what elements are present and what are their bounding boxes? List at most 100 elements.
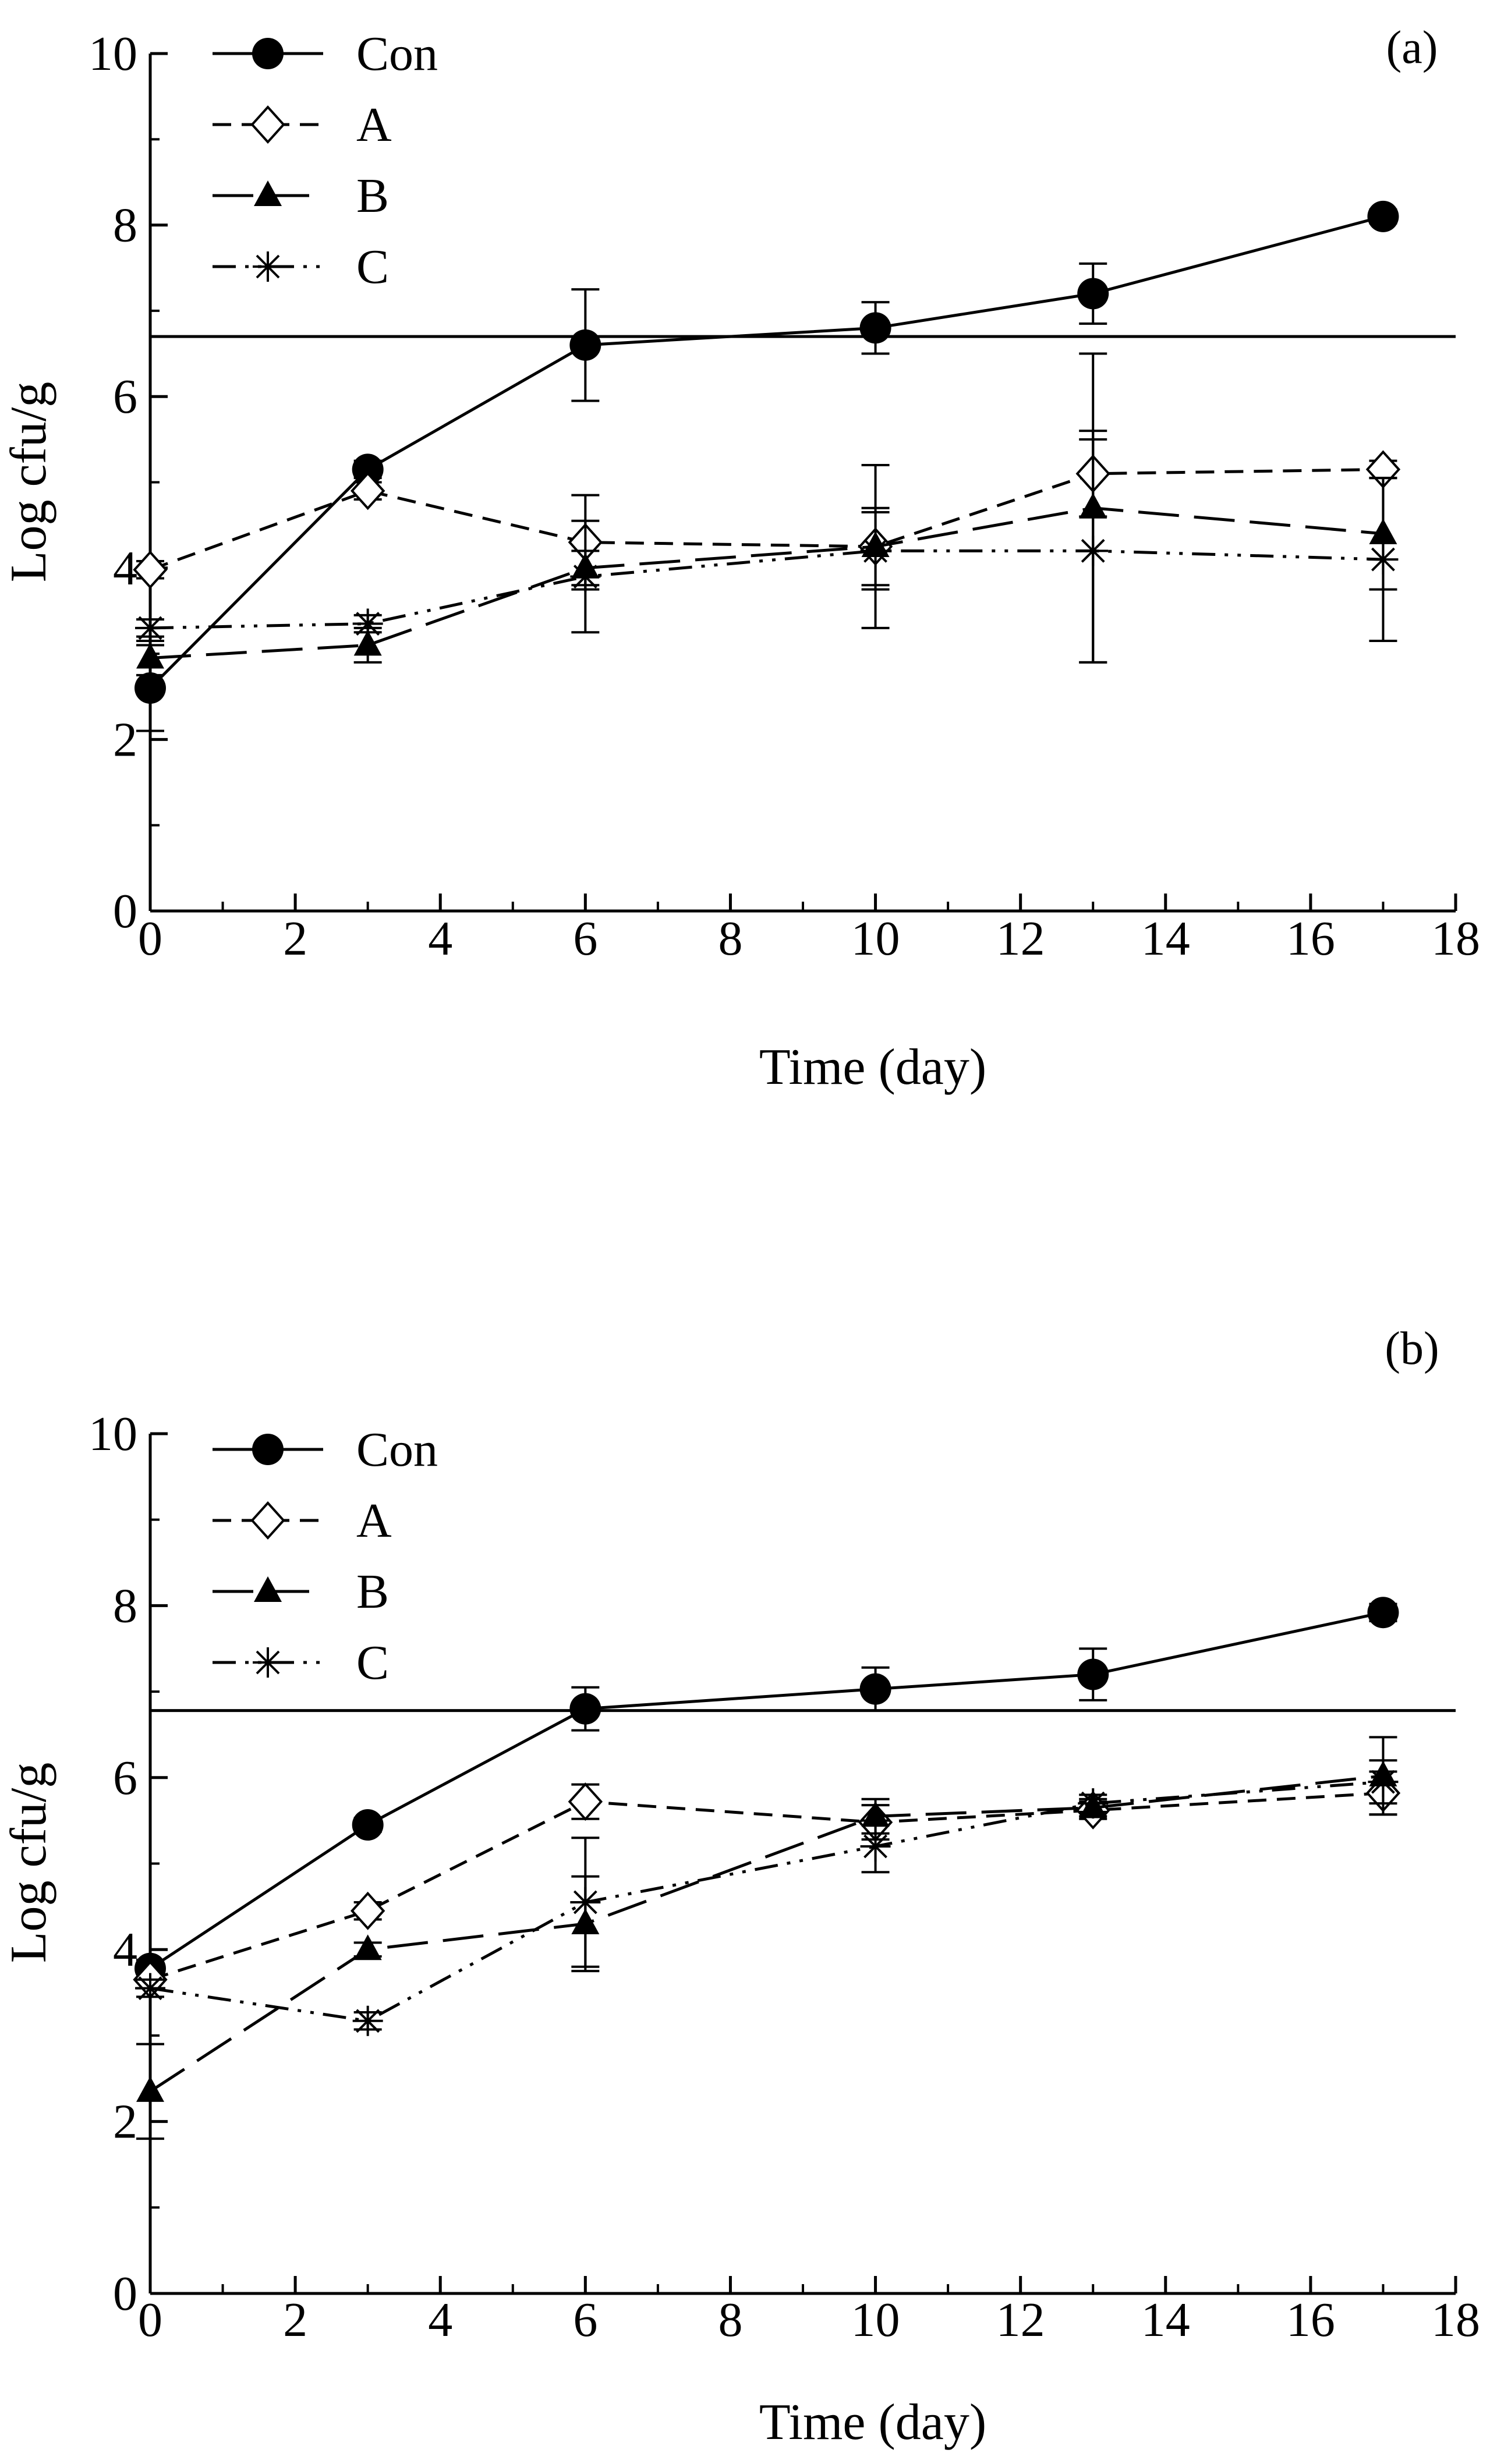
- data-point-c: [570, 1887, 601, 1917]
- x-tick-label: 12: [996, 2293, 1045, 2347]
- panel-label: (a): [1386, 22, 1438, 73]
- data-point-c: [352, 2005, 383, 2036]
- series-a: [133, 430, 1401, 591]
- legend-label-b: B: [356, 1565, 389, 1619]
- series-c: [135, 438, 1399, 664]
- legend-marker-c: [253, 251, 283, 282]
- data-point-b: [136, 2076, 164, 2102]
- legend-label-c: C: [356, 240, 389, 294]
- data-point-con: [859, 312, 891, 344]
- y-tick-label: 2: [113, 712, 137, 767]
- data-point-c-glyph: [860, 1831, 891, 1862]
- data-point-con: [352, 453, 384, 485]
- legend-label-a: A: [356, 98, 392, 152]
- y-axis-title: Log cfu/g: [1, 1763, 57, 1963]
- data-point-b: [353, 1934, 382, 1960]
- data-point-con: [135, 672, 166, 704]
- x-tick-label: 6: [573, 912, 597, 966]
- series-line-con: [149, 1611, 1383, 1970]
- legend-label-c: C: [356, 1636, 389, 1690]
- legend-marker-con: [252, 1434, 284, 1465]
- series-line-c: [150, 549, 1383, 630]
- x-tick-label: 2: [283, 2293, 307, 2347]
- series-a: [133, 1770, 1401, 1999]
- data-point-b: [136, 643, 164, 669]
- data-point-b: [353, 630, 382, 656]
- y-tick-label: 4: [113, 541, 137, 595]
- y-axis-title: Log cfu/g: [1, 382, 57, 583]
- y-tick-label: 10: [89, 27, 137, 81]
- legend-marker-b: [254, 1576, 282, 1602]
- data-point-con: [1367, 1597, 1399, 1629]
- x-axis-title: Time (day): [759, 2394, 986, 2451]
- data-point-c-glyph: [352, 608, 383, 639]
- x-tick-label: 0: [138, 2293, 162, 2347]
- series-line-con: [149, 215, 1384, 689]
- legend-label-con: Con: [356, 1423, 438, 1477]
- data-point-a: [350, 471, 385, 510]
- x-tick-label: 14: [1141, 2293, 1190, 2347]
- legend-marker-con: [252, 38, 284, 69]
- y-tick-label: 6: [113, 370, 137, 424]
- data-point-c-glyph: [1368, 544, 1399, 575]
- data-point-c: [1368, 544, 1399, 575]
- x-tick-label: 2: [283, 912, 307, 966]
- x-tick-label: 18: [1431, 912, 1480, 966]
- legend-marker-c-glyph: [253, 1647, 283, 1678]
- data-point-c: [570, 561, 601, 592]
- series-line-b: [150, 506, 1383, 660]
- data-point-c-glyph: [860, 536, 891, 566]
- series-b: [136, 352, 1397, 676]
- data-point-c-glyph: [570, 561, 601, 592]
- x-tick-label: 14: [1141, 912, 1190, 966]
- data-point-c-glyph: [1078, 1788, 1109, 1819]
- data-point-con: [569, 329, 601, 361]
- series-line-a: [150, 1791, 1383, 1981]
- data-point-con: [859, 1673, 891, 1705]
- data-point-c: [1078, 536, 1109, 566]
- x-tick-label: 16: [1286, 912, 1335, 966]
- panel-label: (b): [1385, 1323, 1439, 1374]
- series-c: [135, 1759, 1399, 2036]
- data-point-c: [1368, 1767, 1399, 1798]
- legend-marker-a: [250, 1501, 285, 1540]
- data-point-a: [568, 1782, 603, 1821]
- data-point-c: [860, 1831, 891, 1862]
- data-point-con: [1077, 1658, 1109, 1690]
- data-point-con: [1077, 278, 1109, 310]
- legend: Con ABC: [213, 1423, 438, 1690]
- legend-marker-c-glyph: [253, 251, 283, 282]
- legend-marker-a: [250, 105, 285, 144]
- data-point-c: [352, 608, 383, 639]
- x-tick-label: 0: [138, 912, 162, 966]
- series-con: [135, 200, 1399, 732]
- x-tick-label: 6: [573, 2293, 597, 2347]
- legend-marker-b: [254, 180, 282, 206]
- x-tick-label: 8: [718, 912, 742, 966]
- data-point-a: [350, 1891, 385, 1930]
- chart-panel-b: 0 2 4 6 8 10 12 14 16 18 0 2 4 6 8 10 Time (day) Log cfu/…: [1, 1323, 1480, 2451]
- x-tick-label: 18: [1431, 2293, 1480, 2347]
- data-point-con: [1367, 200, 1399, 232]
- data-point-c-glyph: [352, 2005, 383, 2036]
- data-point-con: [352, 1809, 384, 1841]
- x-tick-label: 4: [428, 2293, 452, 2347]
- legend-label-b: B: [356, 169, 389, 223]
- legend: Con ABC: [213, 27, 438, 294]
- x-axis-title: Time (day): [759, 1039, 986, 1095]
- data-point-c-glyph: [135, 1973, 165, 2004]
- data-point-con: [569, 1693, 601, 1725]
- x-tick-label: 4: [428, 912, 452, 966]
- y-tick-label: 10: [89, 1407, 137, 1461]
- y-tick-label: 0: [113, 2267, 137, 2321]
- y-tick-label: 6: [113, 1751, 137, 1805]
- data-point-c-glyph: [570, 1887, 601, 1917]
- x-tick-label: 12: [996, 912, 1045, 966]
- x-tick-label: 8: [718, 2293, 742, 2347]
- x-tick-label: 16: [1286, 2293, 1335, 2347]
- series-line-c: [150, 1780, 1383, 2023]
- data-point-c: [135, 612, 165, 643]
- y-tick-label: 0: [113, 884, 137, 938]
- legend-label-a: A: [356, 1494, 392, 1548]
- series-line-b: [149, 1774, 1383, 2093]
